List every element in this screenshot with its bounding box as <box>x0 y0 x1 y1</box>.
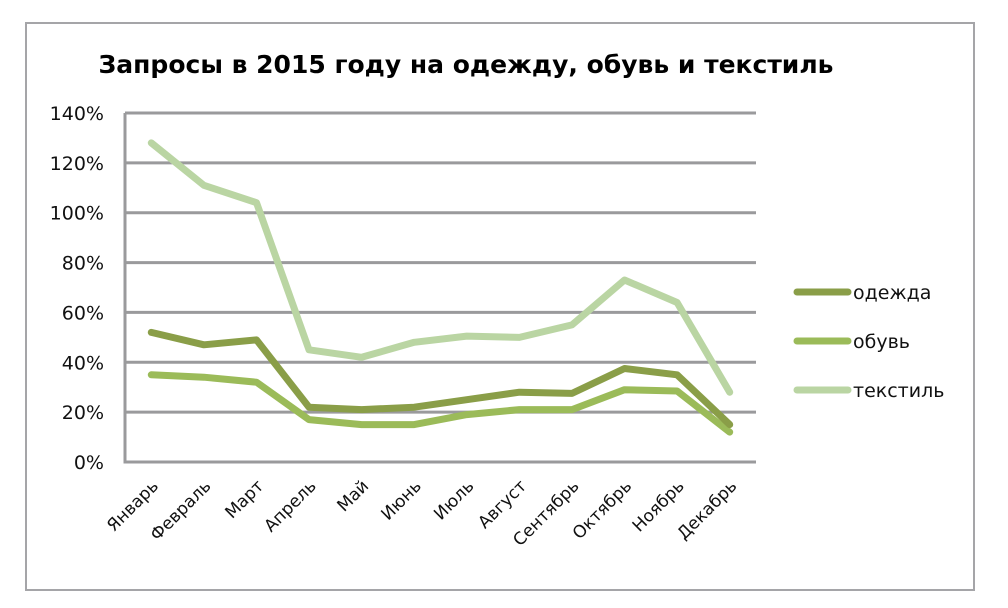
x-tick-label: Июнь <box>378 476 426 524</box>
chart-frame <box>25 22 975 591</box>
y-tick-label: 100% <box>50 203 104 225</box>
y-tick-label: 80% <box>62 253 104 275</box>
series-line-текстиль <box>147 139 734 396</box>
legend-item-текстиль: текстиль <box>793 380 944 402</box>
legend-label: одежда <box>853 282 931 304</box>
y-tick-label: 140% <box>50 103 104 125</box>
series-line-одежда <box>147 328 734 429</box>
y-tick-label: 20% <box>62 402 104 424</box>
legend-item-одежда: одежда <box>793 282 931 304</box>
x-tick-label: Май <box>333 476 373 516</box>
data-series <box>147 139 734 436</box>
legend: одежда обувь текстиль <box>793 282 944 402</box>
axes <box>123 113 756 464</box>
x-tick-label: Июль <box>430 476 478 524</box>
legend-label: текстиль <box>853 380 944 402</box>
legend-label: обувь <box>853 331 910 353</box>
axis-lines <box>123 113 756 464</box>
gridlines <box>125 111 756 414</box>
chart-title: Запросы в 2015 году на одежду, обувь и т… <box>99 50 834 79</box>
y-tick-label: 40% <box>62 352 104 374</box>
y-tick-label: 120% <box>50 153 104 175</box>
x-tick-label: Март <box>221 476 268 523</box>
y-tick-label: 60% <box>62 302 104 324</box>
x-tick-label: Апрель <box>261 476 321 536</box>
legend-item-обувь: обувь <box>793 331 910 353</box>
y-tick-label: 0% <box>74 452 104 474</box>
y-axis-tick-labels: 0% 20% 40% 60% 80% 100% 120% 140% <box>50 103 104 474</box>
series-line-обувь <box>147 371 734 436</box>
